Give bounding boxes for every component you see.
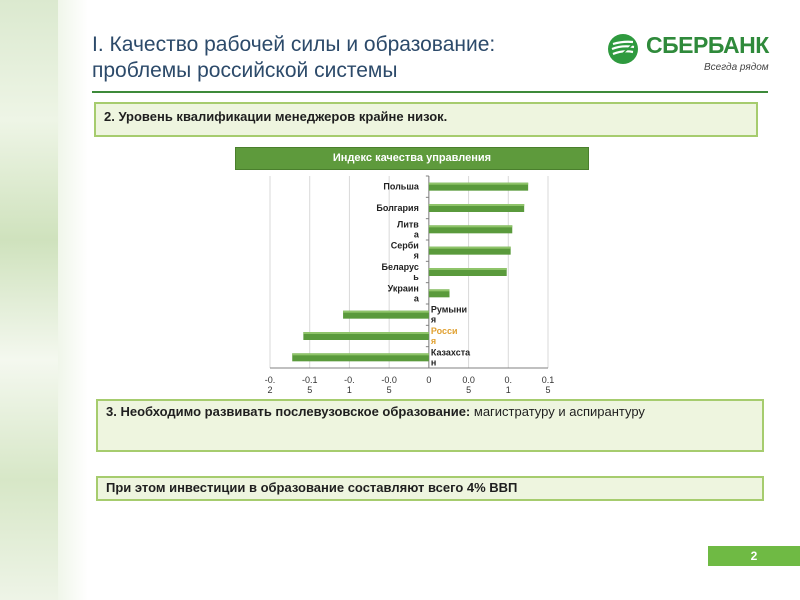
x-tick-label-1-0: -0.1 <box>302 375 318 385</box>
x-tick-label-0-0: -0. <box>265 375 276 385</box>
category-label-4-0: Беларус <box>381 262 418 272</box>
x-tick-label-1-1: 5 <box>307 385 312 395</box>
category-label-7-0: Росси <box>431 326 458 336</box>
point-3-normal-text: магистратуру и аспирантуру <box>473 404 645 419</box>
x-tick-label-5-1: 5 <box>466 385 471 395</box>
point-2-box: 2. Уровень квалификации менеджеров крайн… <box>94 102 758 137</box>
title-divider <box>92 91 768 93</box>
investment-note-box: При этом инвестиции в образование состав… <box>96 476 764 501</box>
x-tick-label-6-1: 1 <box>506 385 511 395</box>
category-label-6-1: я <box>431 315 436 325</box>
bar-highlight-2 <box>428 225 513 228</box>
category-label-2-1: а <box>414 229 420 239</box>
logo-name: СБЕРБАНК <box>646 32 769 58</box>
bar-6 <box>343 310 429 319</box>
x-tick-label-0-1: 2 <box>267 385 272 395</box>
bar-highlight-7 <box>303 332 429 334</box>
x-tick-label-5-0: 0.0 <box>462 375 475 385</box>
category-label-0-0: Польша <box>383 182 419 192</box>
category-label-3-0: Серби <box>391 241 419 251</box>
investment-note-text: При этом инвестиции в образование состав… <box>106 480 518 495</box>
x-tick-label-7-0: 0.1 <box>542 375 555 385</box>
bar-1 <box>428 204 525 212</box>
bar-3 <box>428 246 511 255</box>
sberbank-logo: СБЕРБАНК Всегда рядом <box>606 30 776 76</box>
point-3-bold-text: 3. Необходимо развивать послевузовское о… <box>106 404 471 419</box>
bar-7 <box>303 332 429 340</box>
point-3-box: 3. Необходимо развивать послевузовское о… <box>96 399 764 452</box>
bar-8 <box>292 353 429 362</box>
point-2-text: 2. Уровень квалификации менеджеров крайн… <box>104 109 448 124</box>
bar-highlight-6 <box>343 310 429 313</box>
x-tick-label-2-0: -0. <box>344 375 355 385</box>
category-label-4-1: ь <box>413 272 419 282</box>
bar-highlight-8 <box>292 353 429 356</box>
x-tick-label-3-0: -0.0 <box>381 375 397 385</box>
management-quality-chart: ПольшаБолгарияЛитваСербияБеларусьУкраина… <box>265 175 555 395</box>
sberbank-logo-icon <box>608 34 638 64</box>
page-title-line-1: I. Качество рабочей силы и образование: <box>92 33 496 56</box>
x-tick-label-6-0: 0. <box>505 375 513 385</box>
category-label-8-1: н <box>431 357 436 367</box>
page-title: I. Качество рабочей силы и образование: … <box>92 32 572 84</box>
x-tick-label-2-1: 1 <box>347 385 352 395</box>
chart-title: Индекс качества управления <box>235 147 589 170</box>
category-label-1-0: Болгария <box>376 203 419 213</box>
decorative-background <box>0 0 88 600</box>
x-tick-label-3-1: 5 <box>387 385 392 395</box>
bar-4 <box>428 268 507 276</box>
category-label-7-1: я <box>431 336 436 346</box>
category-label-3-1: я <box>414 251 419 261</box>
x-tick-label-7-1: 5 <box>545 385 550 395</box>
bar-2 <box>428 225 513 234</box>
bar-highlight-5 <box>428 289 450 292</box>
bar-highlight-4 <box>428 268 507 270</box>
category-label-2-0: Литв <box>397 219 419 229</box>
page-number: 2 <box>708 546 800 566</box>
category-label-5-0: Украин <box>388 283 419 293</box>
bar-5 <box>428 289 450 298</box>
category-label-5-1: а <box>414 293 420 303</box>
x-tick-label-4-0: 0 <box>426 375 431 385</box>
category-label-6-0: Румыни <box>431 305 467 315</box>
bar-highlight-1 <box>428 204 525 206</box>
bar-highlight-3 <box>428 246 511 249</box>
logo-slogan: Всегда рядом <box>704 62 769 73</box>
bar-0 <box>428 182 529 191</box>
page-title-line-2: проблемы российской системы <box>92 59 398 82</box>
category-label-8-0: Казахста <box>431 347 471 357</box>
bar-highlight-0 <box>428 182 529 185</box>
